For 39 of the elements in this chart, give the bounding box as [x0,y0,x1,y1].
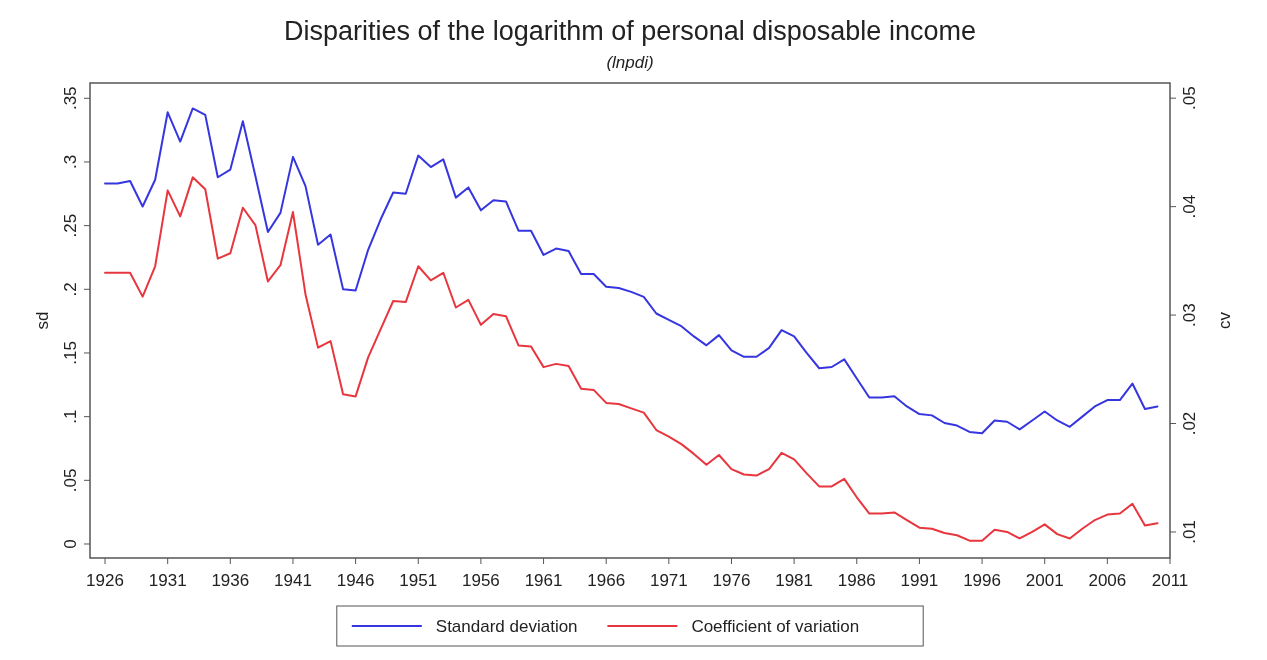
y-tick-label: .05 [61,468,80,493]
y-tick-label: .1 [61,409,80,424]
x-tick-label: 1926 [86,571,124,590]
x-tick-label: 1966 [587,571,626,590]
legend-label: Coefficient of variation [691,617,860,636]
y-tick-label: 0 [61,539,80,549]
y-tick-label: .25 [61,213,80,238]
y2-tick-label: .04 [1180,194,1199,219]
x-tick-label: 1941 [274,571,312,590]
x-tick-label: 2011 [1151,571,1189,590]
x-tick-label: 1961 [524,571,563,590]
x-tick-label: 1931 [148,571,187,590]
x-tick-label: 1976 [712,571,751,590]
x-tick-label: 1981 [775,571,814,590]
x-tick-label: 1946 [336,571,375,590]
x-tick-label: 1971 [649,571,688,590]
y2-tick-label: .02 [1180,411,1199,436]
x-tick-label: 1951 [399,571,438,590]
x-tick-label: 1956 [461,571,500,590]
y2-tick-label: .01 [1180,520,1199,544]
x-tick-label: 2006 [1088,571,1127,590]
y-tick-label: .2 [61,282,80,297]
legend-label: Standard deviation [435,617,578,636]
y-tick-label: .3 [61,154,80,170]
chart-title: Disparities of the logarithm of personal disposable income [284,16,976,46]
y2-tick-label: .03 [1180,303,1199,327]
y-tick-label: .15 [61,341,80,365]
x-tick-label: 1936 [211,571,250,590]
chart-subtitle: (lnpdi) [606,53,654,72]
x-tick-label: 1991 [900,571,939,590]
y-tick-label: .35 [61,86,80,111]
y2-tick-label: .05 [1180,86,1199,110]
y2-axis-title: cv [1215,311,1234,329]
line-series [104,107,1159,435]
line-series [104,176,1159,542]
x-tick-label: 2001 [1025,571,1064,590]
x-tick-label: 1996 [963,571,1001,590]
y-axis-title: sd [33,311,52,330]
x-tick-label: 1986 [837,571,876,590]
